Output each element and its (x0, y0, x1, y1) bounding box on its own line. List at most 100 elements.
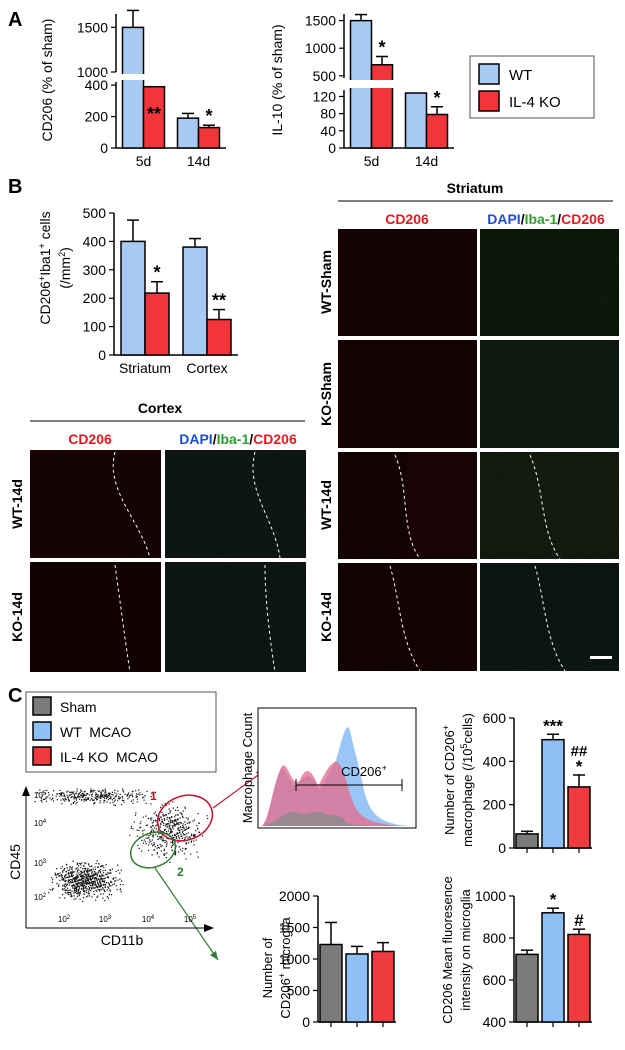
flow-dot (70, 880, 72, 883)
flow-dot (73, 798, 75, 800)
flow-dot (163, 849, 165, 852)
flow-dot (101, 796, 103, 798)
flow-dot (152, 845, 154, 847)
a2-sig: * (378, 37, 385, 57)
flow-dot (54, 873, 56, 875)
flow-dot (182, 847, 184, 849)
flow-dot (86, 879, 88, 881)
flow-dot (183, 826, 185, 828)
flow-dot (103, 881, 105, 883)
flow-dot (92, 881, 94, 883)
flow-dot (106, 889, 108, 891)
flow-dot (63, 799, 65, 801)
flow-dot (47, 792, 50, 794)
flow-dot (68, 874, 70, 876)
flow-dot (162, 840, 165, 842)
flow-dot (87, 878, 89, 880)
flow-dot (64, 874, 66, 876)
flow-dot (51, 794, 54, 796)
flow-dot (100, 869, 102, 871)
flow-dot (87, 874, 90, 876)
flow-dot (105, 793, 107, 795)
flow-dot (67, 890, 69, 892)
flow-dot (193, 844, 195, 846)
c3-bar (515, 953, 539, 1023)
flow-dot (88, 890, 90, 892)
flow-dot (77, 879, 79, 881)
flow-dot (96, 886, 98, 889)
flow-dot (107, 795, 109, 797)
flow-dot (161, 830, 163, 832)
flow-dot (158, 836, 160, 838)
flow-dot (87, 880, 89, 882)
flow-dot (43, 798, 46, 800)
flow-dot (99, 885, 101, 887)
flow-dot (77, 867, 79, 869)
flow-dot (177, 841, 179, 843)
flow-dot (164, 828, 166, 830)
flow-dot (83, 893, 85, 895)
flow-dot (77, 891, 79, 893)
flow-dot (77, 893, 79, 895)
chart-c3: 400 600 800 1000 * # (475, 888, 592, 1030)
flow-dot (193, 819, 195, 821)
flow-dot (174, 818, 176, 821)
flow-dot (86, 871, 88, 873)
flow-dot (141, 850, 143, 852)
flow-dot (82, 880, 84, 882)
flow-dot (96, 886, 98, 888)
flow-dot (64, 877, 66, 879)
flow-dot (104, 794, 107, 796)
flow-dot (149, 839, 151, 841)
flow-dot (74, 884, 76, 886)
flow-dot (136, 798, 139, 800)
flow-dot (86, 877, 88, 879)
flow-dot (107, 794, 109, 797)
c3-ytick: 800 (483, 930, 507, 946)
flow-dot (172, 822, 174, 824)
flow-dot (99, 794, 101, 796)
flow-dot (183, 834, 185, 836)
c1-bar (567, 786, 591, 849)
flow-dot (92, 799, 94, 801)
flow-dot (77, 882, 79, 884)
panel-label-a: A (8, 9, 22, 31)
flow-dot (158, 838, 160, 840)
legend-c-wt-swatch (32, 721, 52, 741)
flow-dot (63, 888, 65, 890)
flow-dot (56, 874, 58, 876)
flow-dot (139, 792, 141, 794)
flow-dot (168, 803, 170, 805)
flow-dot (73, 797, 75, 799)
flow-dot (83, 876, 85, 878)
flow-dot (71, 884, 74, 886)
flow-dot (84, 890, 86, 892)
flow-dot (91, 872, 93, 875)
flow-dot (57, 873, 59, 875)
flow-dot (87, 798, 89, 800)
flow-dot (64, 897, 66, 899)
flow-dot (123, 799, 125, 801)
flow-dot (106, 796, 108, 798)
flow-dot (104, 885, 106, 887)
flow-dot (67, 796, 69, 798)
cortex-cd206-header: CD206 (68, 431, 112, 447)
flow-dot (65, 883, 67, 885)
flow-dot (193, 834, 195, 836)
flow-dot (80, 873, 82, 875)
flow-dot (176, 821, 178, 823)
flow-dot (195, 830, 197, 832)
flow-dot (99, 800, 101, 802)
flow-dot (105, 877, 107, 879)
flow-dot (154, 791, 156, 794)
flow-dot (97, 883, 99, 885)
flow-ticks: 102 103 104 105 105 104 103 102 (34, 791, 197, 924)
flow-dot (105, 791, 107, 793)
flow-dot (93, 887, 95, 889)
a2-sig: * (433, 88, 440, 108)
flow-dot (80, 882, 82, 884)
flow-dot (167, 813, 170, 815)
flow-dot (155, 814, 157, 816)
flow-dot (72, 860, 74, 862)
flow-dot (107, 882, 109, 884)
